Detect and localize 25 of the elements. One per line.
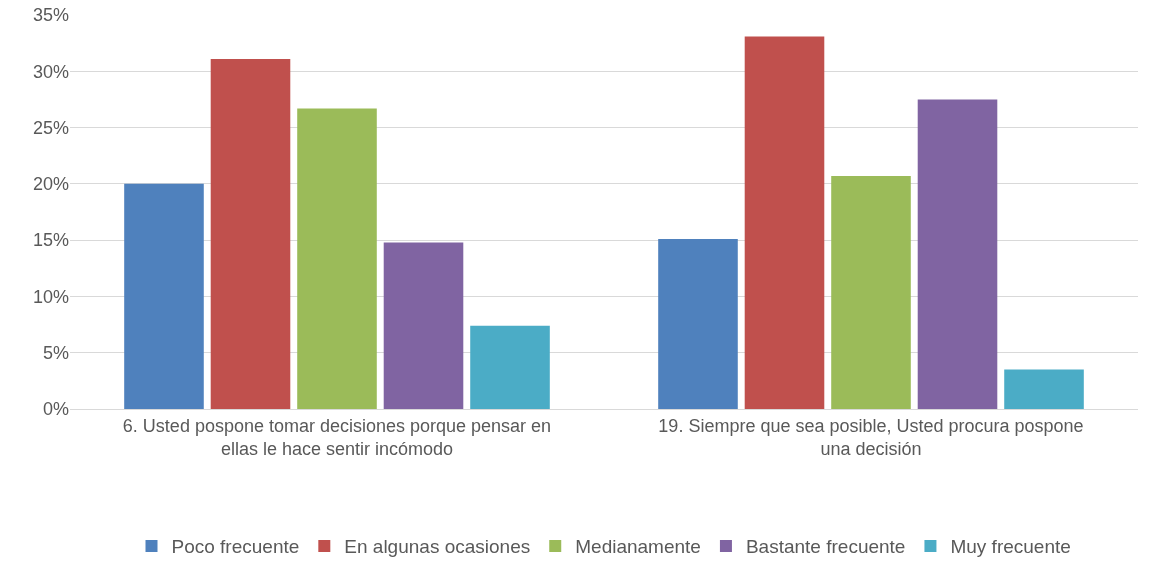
bar — [831, 175, 911, 409]
bar — [383, 242, 464, 409]
bar — [744, 36, 825, 409]
bar — [210, 58, 291, 409]
bar — [658, 239, 738, 409]
bar — [1004, 369, 1084, 409]
x-tick-label: 19. Siempre que sea posible, Usted procura pospone una decisión — [658, 415, 1084, 459]
y-tick-label: 0% — [42, 399, 69, 420]
legend-label: Medianamente — [575, 536, 701, 558]
y-tick-label: 10% — [32, 286, 69, 307]
x-tick-label: 6. Usted pospone tomar decisiones porque pensar en ellas le hace sentir incómodo — [122, 415, 552, 459]
y-tick-label: 35% — [32, 5, 69, 26]
bar — [124, 183, 204, 409]
bar — [917, 99, 998, 409]
bar — [470, 325, 550, 409]
bar — [297, 108, 377, 409]
y-tick-label: 25% — [32, 117, 69, 138]
legend-label: Muy frecuente — [950, 536, 1071, 558]
y-tick-label: 5% — [42, 343, 69, 364]
legend-label: Poco frecuente — [171, 536, 300, 558]
legend-label: Bastante frecuente — [745, 536, 906, 558]
y-tick-label: 30% — [32, 61, 69, 82]
y-tick-label: 20% — [32, 174, 69, 195]
y-tick-label: 15% — [32, 230, 69, 251]
legend-label: En algunas ocasiones — [344, 536, 531, 558]
